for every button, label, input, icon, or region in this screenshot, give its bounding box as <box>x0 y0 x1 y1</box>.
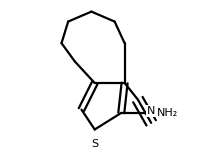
Text: S: S <box>91 139 98 149</box>
Text: N: N <box>147 106 155 116</box>
Text: NH₂: NH₂ <box>157 108 178 118</box>
